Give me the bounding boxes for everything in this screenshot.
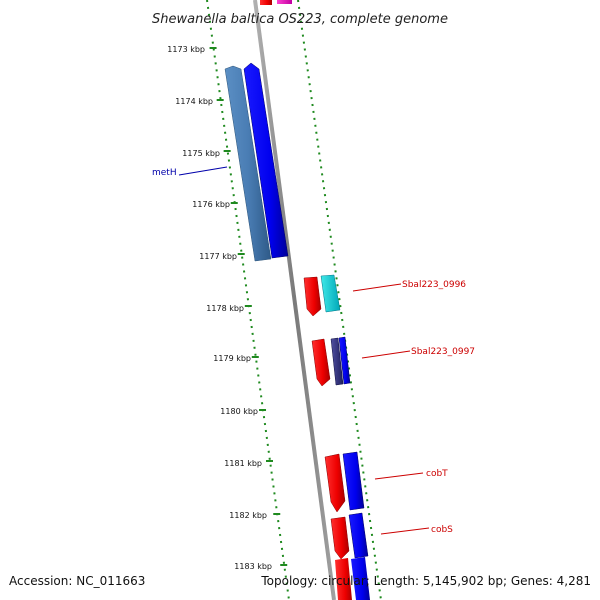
gene-sbal223-0997-red bbox=[311, 338, 331, 387]
gene-label-sbal223-0997[interactable]: Sbal223_0997 bbox=[411, 347, 475, 357]
callout-line-sbal223-0997 bbox=[361, 350, 411, 359]
tick-label: 1181 kbp bbox=[224, 459, 262, 468]
feature-bottom-blue bbox=[351, 557, 370, 600]
gene-sbal223-0997-blue bbox=[338, 336, 351, 385]
gene-label-cobs[interactable]: cobS bbox=[431, 525, 453, 535]
gene-sbal223-0996-cyan bbox=[320, 274, 341, 313]
callout-line-sbal223-0996 bbox=[352, 283, 402, 292]
tick-label: 1176 kbp bbox=[192, 200, 230, 209]
callout-line-cobs bbox=[380, 527, 430, 535]
callout-line-cobt bbox=[374, 472, 424, 480]
tick-label: 1177 kbp bbox=[199, 252, 237, 261]
tick-label: 1173 kbp bbox=[167, 45, 205, 54]
gene-cobs-blue bbox=[348, 512, 369, 559]
tick-label: 1179 kbp bbox=[213, 354, 251, 363]
feature-red-top bbox=[260, 0, 272, 5]
gene-label-sbal223-0996[interactable]: Sbal223_0996 bbox=[402, 280, 466, 290]
genome-backbone bbox=[253, 0, 336, 600]
gene-label-cobt[interactable]: cobT bbox=[426, 469, 448, 479]
tick-label: 1178 kbp bbox=[206, 304, 244, 313]
tick-label: 1183 kbp bbox=[234, 562, 272, 571]
genome-title: Shewanella baltica OS223, complete genom… bbox=[152, 12, 448, 27]
gene-label-meth[interactable]: metH bbox=[152, 168, 177, 178]
feature-pink-top bbox=[277, 0, 292, 4]
genome-summary: Topology: circular; Length: 5,145,902 bp… bbox=[261, 574, 591, 588]
tick-label: 1175 kbp bbox=[182, 149, 220, 158]
gene-cobs-red bbox=[330, 516, 350, 560]
inner-dotted-ring bbox=[206, 0, 290, 600]
tick-label: 1182 kbp bbox=[229, 511, 267, 520]
gene-sbal223-0997-navy bbox=[330, 337, 344, 386]
tick-label: 1180 kbp bbox=[220, 407, 258, 416]
gene-sbal223-0996-red bbox=[303, 276, 322, 317]
outer-dotted-ring bbox=[297, 0, 382, 600]
accession-label: Accession: NC_011663 bbox=[9, 574, 146, 588]
tick-labels: 1173 kbp 1174 kbp 1175 kbp 1176 kbp 1177… bbox=[167, 45, 272, 571]
gene-meth-strand-outer bbox=[224, 65, 272, 262]
tick-marks bbox=[209, 47, 288, 566]
gene-cobt-blue bbox=[342, 451, 365, 511]
tick-label: 1174 kbp bbox=[175, 97, 213, 106]
feature-bottom-red-a bbox=[335, 558, 352, 600]
gene-meth-strand-inner bbox=[243, 62, 289, 259]
callout-line-meth bbox=[178, 166, 228, 176]
gene-cobt-red bbox=[324, 453, 346, 513]
